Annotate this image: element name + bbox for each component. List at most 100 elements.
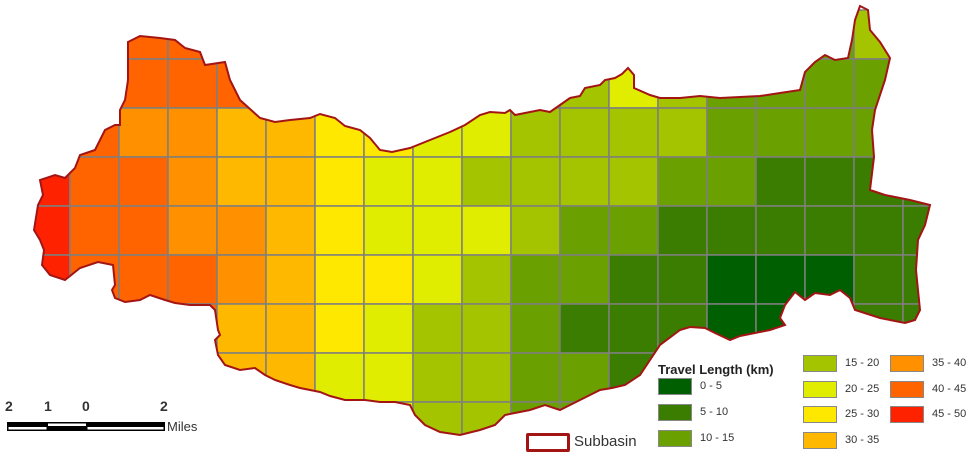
grid-cell <box>216 107 267 158</box>
grid-cell <box>804 58 855 109</box>
grid-cell <box>706 156 757 207</box>
grid-cell <box>118 156 169 207</box>
grid-cell <box>706 205 757 256</box>
grid-cell <box>461 352 512 403</box>
grid-cell <box>167 303 218 354</box>
subbasin-outline <box>32 4 932 437</box>
grid-cell <box>902 156 930 207</box>
grid-cell <box>216 205 267 256</box>
grid-cell <box>167 107 218 158</box>
grid-cell <box>216 254 267 305</box>
grid-cell <box>118 303 169 354</box>
grid-cell <box>902 303 930 354</box>
grid-cell <box>69 58 120 109</box>
grid-cell <box>118 205 169 256</box>
grid-cell <box>216 303 267 354</box>
legend-swatch <box>803 432 837 449</box>
grid-cell <box>706 352 757 403</box>
grid-cell <box>412 205 463 256</box>
grid-cell <box>755 352 806 403</box>
grid-cell <box>559 352 610 403</box>
grid-cell <box>706 303 757 354</box>
legend-label: 15 - 20 <box>845 357 880 369</box>
grid-cell <box>510 107 561 158</box>
grid-cell <box>804 156 855 207</box>
scale-tick: 1 <box>44 398 52 414</box>
scale-tick: 0 <box>82 398 90 414</box>
grid-cell <box>510 303 561 354</box>
grid-cell <box>804 107 855 158</box>
grid-cell <box>412 254 463 305</box>
legend-swatch <box>658 430 692 447</box>
grid-cell <box>559 205 610 256</box>
grid-cell <box>461 156 512 207</box>
grid-cell <box>167 58 218 109</box>
grid-cell <box>363 156 414 207</box>
grid-cell <box>559 107 610 158</box>
grid-cell <box>314 352 365 403</box>
scale-unit: Miles <box>167 419 198 434</box>
grid-cell <box>804 303 855 354</box>
grid-cell <box>363 352 414 403</box>
grid-cell <box>510 254 561 305</box>
grid-cell <box>412 401 463 435</box>
grid-cell <box>412 107 463 158</box>
legend-label: 35 - 40 <box>932 357 967 369</box>
grid-cell <box>461 303 512 354</box>
grid-cell <box>706 254 757 305</box>
grid-cell <box>363 401 414 435</box>
grid-cell <box>461 58 512 109</box>
grid-cell <box>314 303 365 354</box>
legend-swatch <box>890 406 924 423</box>
legend-swatch <box>803 355 837 372</box>
grid-cell <box>706 107 757 158</box>
grid-cell <box>412 58 463 109</box>
grid-cell <box>118 58 169 109</box>
legend-title: Travel Length (km) <box>658 362 774 377</box>
grid-cell <box>853 205 904 256</box>
grid-cell <box>902 254 930 305</box>
grid-cell <box>461 401 512 435</box>
legend-label: 5 - 10 <box>700 406 729 418</box>
grid-cell <box>314 401 365 435</box>
grid-cell <box>804 9 855 60</box>
grid-cell <box>853 107 904 158</box>
grid-cell <box>755 156 806 207</box>
grid-cell <box>265 352 316 403</box>
legend-swatch <box>658 404 692 421</box>
grid-cell <box>853 9 904 60</box>
grid-cell <box>167 205 218 256</box>
grid-cell <box>510 205 561 256</box>
legend-swatch <box>803 381 837 398</box>
grid-cell <box>755 303 806 354</box>
grid-cell <box>755 107 806 158</box>
grid-cell <box>412 303 463 354</box>
grid-cell <box>363 254 414 305</box>
grid-cell <box>69 205 120 256</box>
subbasin-label: Subbasin <box>574 433 637 450</box>
legend-swatch <box>890 355 924 372</box>
grid-cell <box>657 107 708 158</box>
grid-cell <box>265 303 316 354</box>
grid-cell <box>412 352 463 403</box>
grid-cell <box>314 156 365 207</box>
grid-cell <box>608 254 659 305</box>
legend-label: 0 - 5 <box>700 380 723 392</box>
grid-cell <box>461 254 512 305</box>
grid-cell <box>363 205 414 256</box>
grid-cell <box>510 156 561 207</box>
legend-swatch <box>803 406 837 423</box>
grid-cell <box>363 58 414 109</box>
grid-cell <box>34 303 71 354</box>
grid-cell <box>608 205 659 256</box>
grid-cell <box>34 156 71 207</box>
grid-cell <box>755 254 806 305</box>
grid-cell <box>657 156 708 207</box>
grid-cell <box>755 58 806 109</box>
grid-cell <box>167 254 218 305</box>
grid-cell <box>510 352 561 403</box>
legend-label: 45 - 50 <box>932 408 967 420</box>
grid-cell <box>216 9 267 60</box>
legend-label: 40 - 45 <box>932 383 967 395</box>
